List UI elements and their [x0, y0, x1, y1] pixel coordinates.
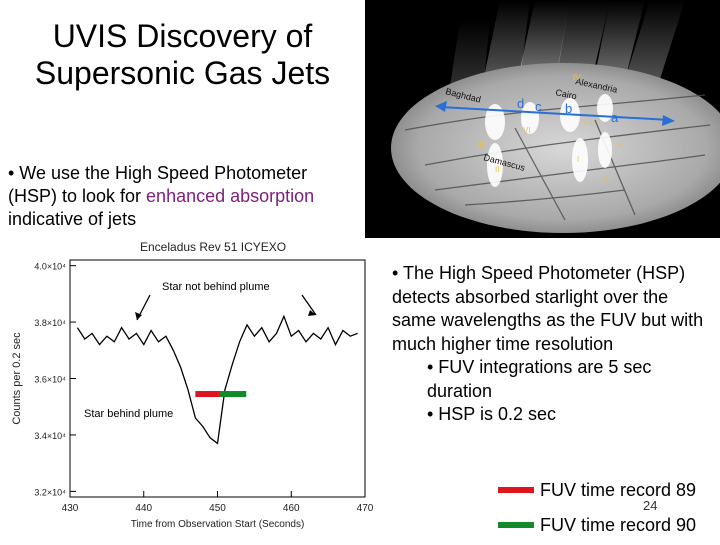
left-bullet-prefix: • We use the High Speed Photometer (HSP)… [8, 163, 308, 206]
y-tick-label: 3.2×10⁴ [34, 487, 66, 497]
y-axis-label: Counts per 0.2 sec [11, 332, 23, 425]
hsp-plot-svg: Enceladus Rev 51 ICYEXO 3.2×10⁴3.4×10⁴3.… [11, 240, 374, 530]
counts-series-line [76, 314, 358, 445]
annotation-star-not-behind: Star not behind plume [162, 281, 270, 293]
right-bullets: • The High Speed Photometer (HSP) detect… [392, 262, 717, 427]
y-tick-label: 3.8×10⁴ [34, 318, 66, 328]
enceladus-surface [391, 63, 720, 233]
x-tick-label: 430 [62, 503, 79, 514]
x-axis-label: Time from Observation Start (Seconds) [131, 519, 305, 530]
place-label-cairo: Cairo [555, 87, 578, 101]
plume-bases [485, 94, 613, 187]
roman-label-iii: III [477, 141, 484, 150]
fuv-bar-record-90 [218, 391, 247, 398]
right-sub-bullet-fuv: • FUV integrations are 5 sec duration [427, 357, 652, 401]
x-tick-label: 440 [135, 503, 152, 514]
enceladus-plume-svg: Alexandria Cairo Baghdad Damascus d c b … [365, 0, 720, 238]
jet-letter-b: b [565, 101, 572, 116]
y-tick-label: 3.4×10⁴ [34, 431, 66, 441]
roman-label-v: V [617, 140, 623, 149]
scan-arrow [435, 101, 675, 126]
left-bullet-suffix: indicative of jets [8, 209, 137, 229]
legend-item-record-90: FUV time record 90 [498, 513, 720, 537]
y-tick-label: 3.6×10⁴ [34, 375, 66, 385]
plot-frame [69, 259, 366, 498]
jet-letter-c: c [535, 99, 542, 114]
roman-label-vii: VII [603, 175, 613, 184]
roman-label-viii: VIII [583, 118, 595, 127]
left-bullet: • We use the High Speed Photometer (HSP)… [8, 162, 358, 231]
legend-label-record-89: FUV time record 89 [540, 479, 697, 500]
x-tick-label: 470 [357, 503, 374, 514]
legend-label-record-90: FUV time record 90 [540, 514, 697, 535]
roman-label-i: I [577, 155, 579, 164]
page-number: 24 [643, 498, 658, 513]
enceladus-plume-image: Alexandria Cairo Baghdad Damascus d c b … [365, 0, 720, 238]
roman-label-vi: VI [523, 126, 531, 135]
x-tick-label: 450 [209, 503, 226, 514]
legend-swatch-green [498, 522, 534, 528]
y-tick-label: 4.0×10⁴ [34, 262, 66, 272]
plot-header: Enceladus Rev 51 ICYEXO [140, 240, 286, 254]
hsp-plot: Enceladus Rev 51 ICYEXO 3.2×10⁴ 3.4×10⁴ 3.… [10, 240, 380, 540]
annotation-star-behind: Star behind plume [84, 408, 173, 420]
x-tick-label: 460 [283, 503, 300, 514]
annotation-pointer-right [301, 294, 317, 316]
y-ticks: 3.2×10⁴ 3.4×10⁴ 3.6×10⁴ 3.8×10⁴ 4.0×10⁴ [34, 262, 76, 497]
roman-label-iv: IV [573, 73, 581, 82]
legend-item-record-89: FUV time record 89 [498, 478, 720, 502]
legend-swatch-red [498, 487, 534, 493]
arrowhead-left [135, 312, 142, 320]
roman-label-ii: II [495, 165, 499, 174]
fuv-record-bars [195, 391, 247, 398]
x-ticks: 430 440 450 460 470 [62, 491, 374, 514]
arrowhead-right [308, 310, 316, 316]
jet-letter-d: d [517, 96, 524, 111]
jet-letter-a: a [611, 110, 619, 125]
fuv-bar-record-89 [195, 391, 219, 398]
left-bullet-highlight: enhanced absorption [146, 186, 315, 206]
right-bullet-main: • The High Speed Photometer (HSP) detect… [392, 263, 704, 354]
right-sub-bullet-hsp: • HSP is 0.2 sec [427, 404, 557, 424]
slide-title: UVIS Discovery of Supersonic Gas Jets [34, 18, 331, 91]
